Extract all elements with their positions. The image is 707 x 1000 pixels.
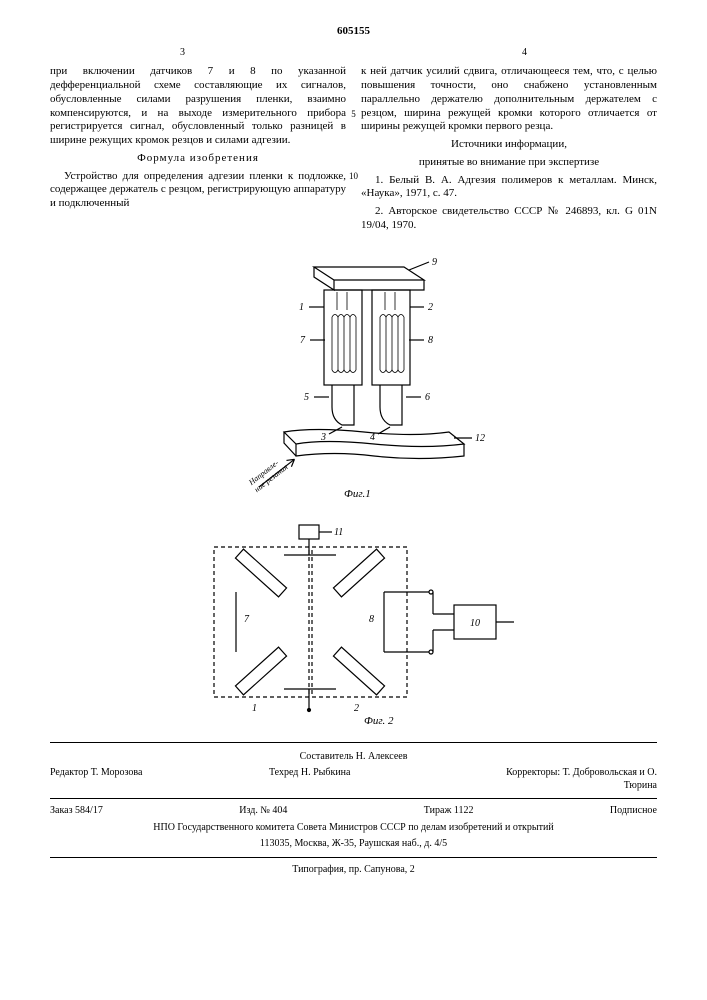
typography: Типография, пр. Сапунова, 2 [50,864,657,877]
source-1: 1. Белый В. А. Адгезия полимеров к метал… [361,174,657,202]
svg-text:7: 7 [300,335,306,346]
sources-header1: Источники информации, [361,138,657,152]
line-marker-5: 5 [351,109,356,120]
address: 113035, Москва, Ж-35, Раушская наб., д. … [50,836,657,853]
svg-text:4: 4 [370,432,375,443]
figure-2: 11 10 7 8 1 2 Фиг. 2 [184,517,524,727]
svg-text:6: 6 [425,392,430,403]
svg-text:8: 8 [428,335,433,346]
left-para1: при включении датчиков 7 и 8 по указанно… [50,65,346,148]
source-2: 2. Авторское свидетельство СССР № 246893… [361,205,657,233]
svg-text:5: 5 [304,392,309,403]
svg-text:7: 7 [244,614,250,625]
compiler: Составитель Н. Алексеев [50,749,657,766]
col-number-left: 3 [180,47,185,60]
formula-header: Формула изобретения [50,152,346,166]
document-number: 605155 [50,25,657,39]
techred: Техред Н. Рыбкина [269,767,351,792]
right-para1: к ней датчик усилий сдвига, отличающееся… [361,65,657,134]
left-column: при включении датчиков 7 и 8 по указанно… [50,65,346,236]
izd: Изд. № 404 [239,805,287,818]
footer: Составитель Н. Алексеев Редактор Т. Моро… [50,742,657,877]
svg-text:9: 9 [432,257,437,268]
svg-text:3: 3 [320,432,326,443]
svg-text:10: 10 [470,618,480,629]
svg-text:Фиг.1: Фиг.1 [344,488,371,500]
figure-1: 9 [214,252,494,522]
svg-text:2: 2 [428,302,433,313]
svg-text:1: 1 [252,703,257,714]
editor: Редактор Т. Морозова [50,767,142,792]
order: Заказ 584/17 [50,805,103,818]
podpisnoe: Подписное [610,805,657,818]
left-para2: Устройство для определения адгезии пленк… [50,170,346,211]
svg-text:8: 8 [369,614,374,625]
correctors: Корректоры: Т. Добровольская и О. Тюрина [477,767,657,792]
svg-text:2: 2 [354,703,359,714]
svg-text:11: 11 [334,527,343,538]
svg-text:Фиг. 2: Фиг. 2 [364,715,394,727]
org: НПО Государственного комитета Совета Мин… [50,820,657,837]
tirazh: Тираж 1122 [424,805,474,818]
sources-header2: принятые во внимание при экспертизе [361,156,657,170]
col-number-right: 4 [522,47,527,60]
right-column: к ней датчик усилий сдвига, отличающееся… [361,65,657,236]
svg-text:12: 12 [475,433,485,444]
svg-text:1: 1 [299,302,304,313]
line-marker-10: 10 [349,171,358,182]
